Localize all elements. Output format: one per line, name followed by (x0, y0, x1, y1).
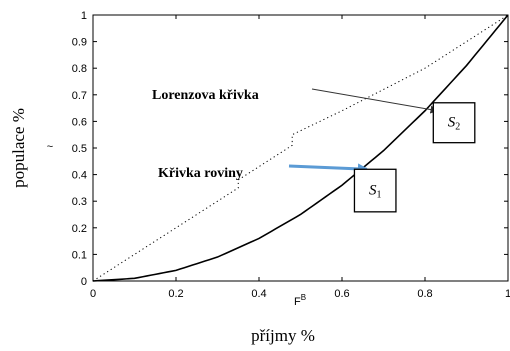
region-box-s1: S1 (353, 168, 397, 213)
y-tick-label: 0.1 (72, 249, 87, 261)
x-tick-label: 0 (90, 288, 96, 300)
y-tick-label: 0.3 (72, 196, 87, 208)
region-box-s2-frame (432, 102, 476, 144)
annotation-plane-curve: Křivka roviny (158, 166, 243, 181)
y-tick-label: 1 (81, 10, 87, 22)
x-tick-label: 0.2 (168, 288, 183, 300)
region-box-s1-label: S1 (369, 183, 382, 201)
region-box-s2-label: S2 (448, 115, 461, 133)
annotation-lorenz-curve: Lorenzova křivka (152, 88, 259, 103)
annotation-arrow-lorenz (311, 88, 439, 114)
y-tick-label: 0 (81, 276, 87, 288)
x-tick-label: 1 (505, 288, 510, 300)
region-box-s1-frame (353, 168, 397, 213)
x-axis-ticks: 0 0.2 0.4 0.6 0.8 1 (90, 15, 510, 300)
y-axis-ticks: 0 0.1 0.2 0.3 0.4 0.5 0.6 0.7 0.8 0.9 1 (72, 10, 508, 288)
x-tick-label: 0.4 (251, 288, 266, 300)
x-tick-label: 0.6 (334, 288, 349, 300)
region-box-s2: S2 (432, 102, 476, 144)
line-of-equality-series (92, 14, 509, 282)
y-axis-inner-label: ~ (47, 141, 53, 153)
y-tick-label: 0.7 (72, 90, 87, 102)
x-axis-label: příjmy % (251, 326, 315, 345)
x-tick-label: 0.8 (417, 288, 432, 300)
y-tick-label: 0.9 (72, 37, 87, 49)
y-tick-label: 0.6 (72, 116, 87, 128)
y-tick-label: 0.8 (72, 63, 87, 75)
x-axis-inner-label: FB (294, 293, 306, 308)
y-tick-label: 0.5 (72, 143, 87, 155)
lorenz-curve-series (92, 14, 509, 282)
y-axis-label: populace % (9, 108, 28, 188)
y-tick-label: 0.4 (72, 170, 87, 182)
y-tick-label: 0.2 (72, 223, 87, 235)
